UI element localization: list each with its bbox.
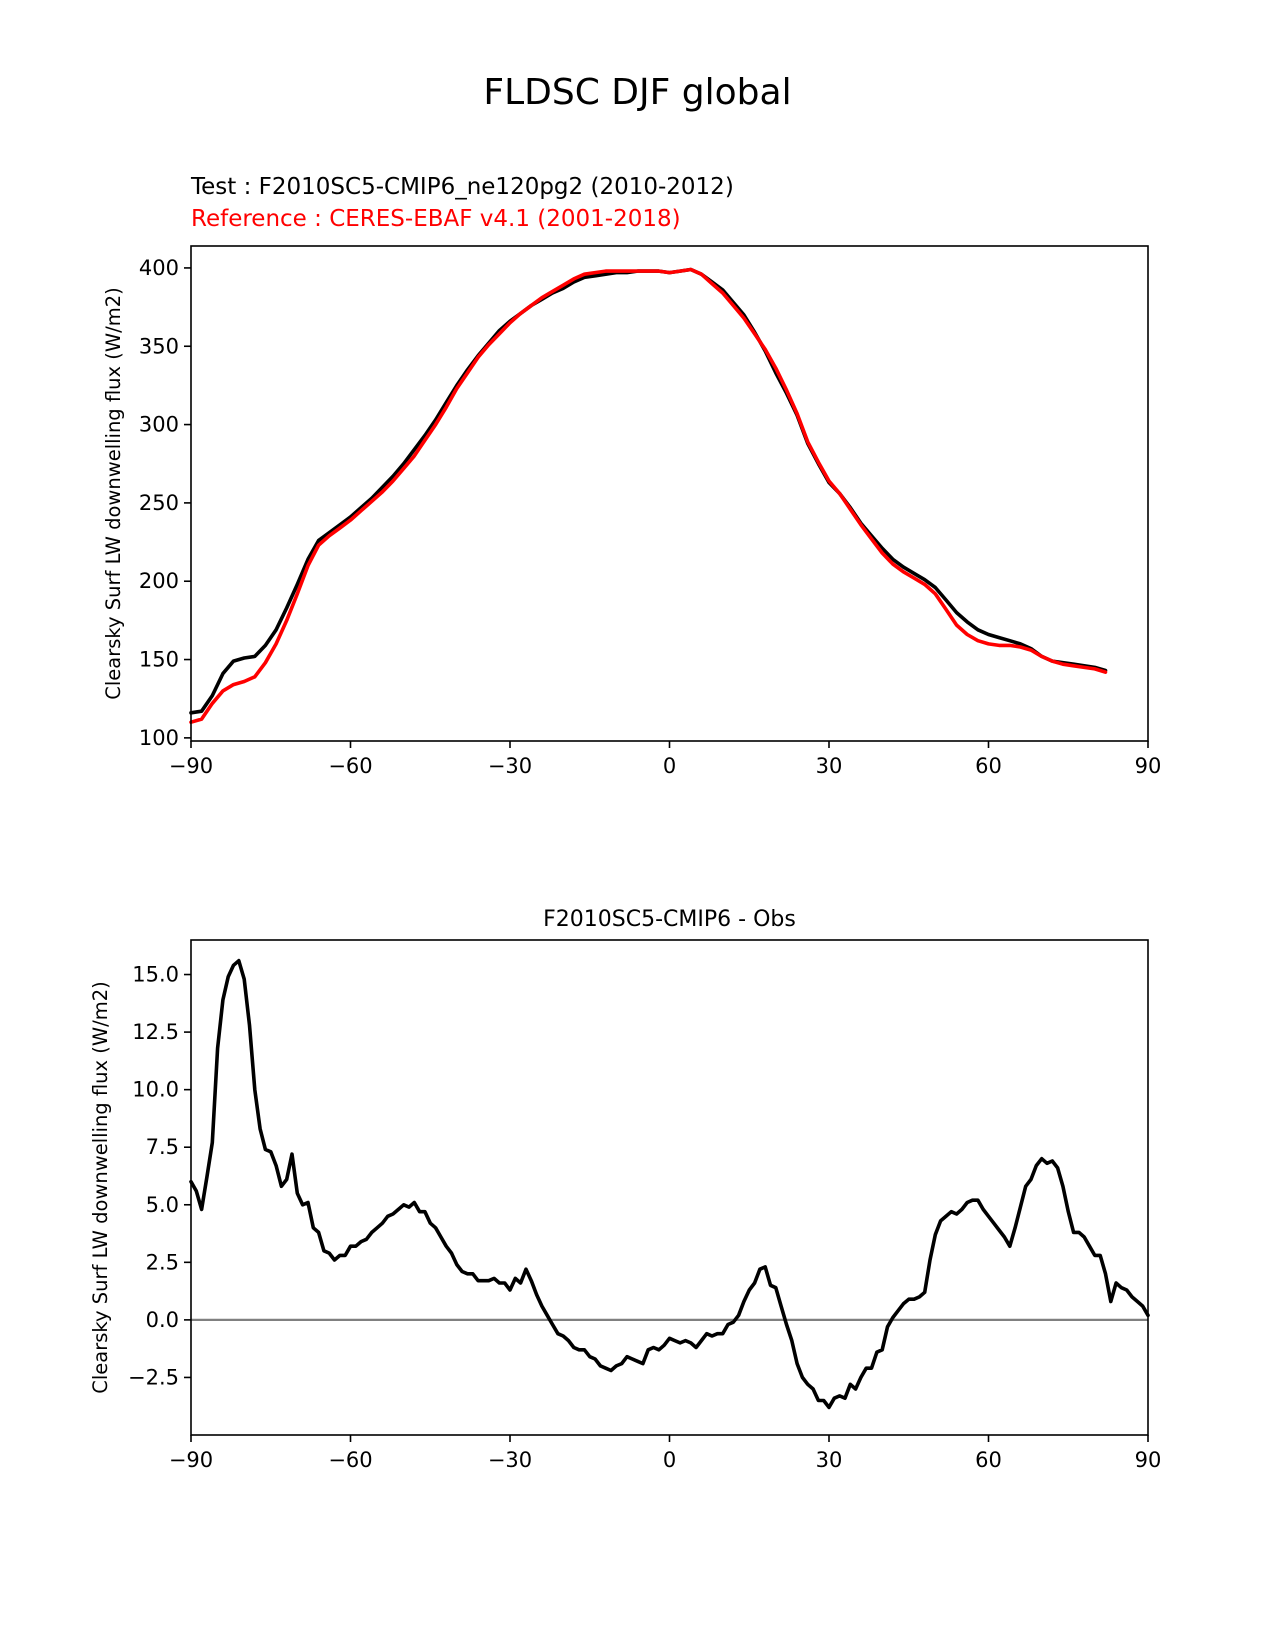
y-tick-label: 10.0 (132, 1078, 179, 1102)
x-tick-label: −30 (488, 754, 532, 778)
y-tick-label: 300 (139, 413, 179, 437)
x-tick-label: −60 (328, 1448, 372, 1472)
y-tick-label: 7.5 (146, 1135, 179, 1159)
x-tick-label: 90 (1135, 1448, 1162, 1472)
y-tick-label: 250 (139, 491, 179, 515)
chart-panel-2: −90 −60 −30 0 30 60 90 −2.5 0.0 2.5 5.0 7.5 10.0 12.5… (89, 907, 1161, 1472)
y-axis-label: Clearsky Surf LW downwelling flux (W/m2) (102, 287, 125, 699)
x-tick-label: 90 (1135, 754, 1162, 778)
x-tick-label: 30 (816, 754, 843, 778)
y-tick-label: −2.5 (128, 1365, 179, 1389)
figure-title: FLDSC DJF global (483, 72, 792, 113)
test-series-line (189, 267, 1108, 715)
chart-panel-1: −90 −60 −30 0 30 60 90 100 150 200 250 300 350 400 Cle… (102, 245, 1162, 778)
x-tick-label: −90 (169, 754, 213, 778)
axes-frame (190, 939, 1149, 1436)
x-tick-label: −60 (328, 754, 372, 778)
reference-series-line (189, 267, 1108, 725)
reference-label: Reference : CERES-EBAF v4.1 (2001-2018) (191, 206, 681, 232)
y-axis-label: Clearsky Surf LW downwelling flux (W/m2) (89, 981, 112, 1393)
panel-title: F2010SC5-CMIP6 - Obs (543, 907, 796, 932)
axes-frame (190, 245, 1149, 742)
x-tick-label: 30 (816, 1448, 843, 1472)
y-tick-label: 200 (139, 569, 179, 593)
x-tick-label: −30 (488, 1448, 532, 1472)
x-tick-label: −90 (169, 1448, 213, 1472)
y-tick-label: 12.5 (132, 1020, 179, 1044)
y-tick-label: 100 (139, 726, 179, 750)
y-tick-label: 350 (139, 334, 179, 358)
series-line-1 (189, 958, 1150, 1410)
y-tick-label: 15.0 (132, 963, 179, 987)
y-tick-label: 2.5 (146, 1250, 179, 1274)
test-label: Test : F2010SC5-CMIP6_ne120pg2 (2010-201… (191, 174, 734, 200)
y-tick-label: 150 (139, 648, 179, 672)
y-tick-label: 0.0 (146, 1308, 179, 1332)
x-tick-label: 0 (663, 754, 676, 778)
y-tick-label: 5.0 (146, 1193, 179, 1217)
x-tick-label: 60 (975, 1448, 1002, 1472)
x-tick-label: 0 (663, 1448, 676, 1472)
x-tick-label: 60 (975, 754, 1002, 778)
y-tick-label: 400 (139, 256, 179, 280)
